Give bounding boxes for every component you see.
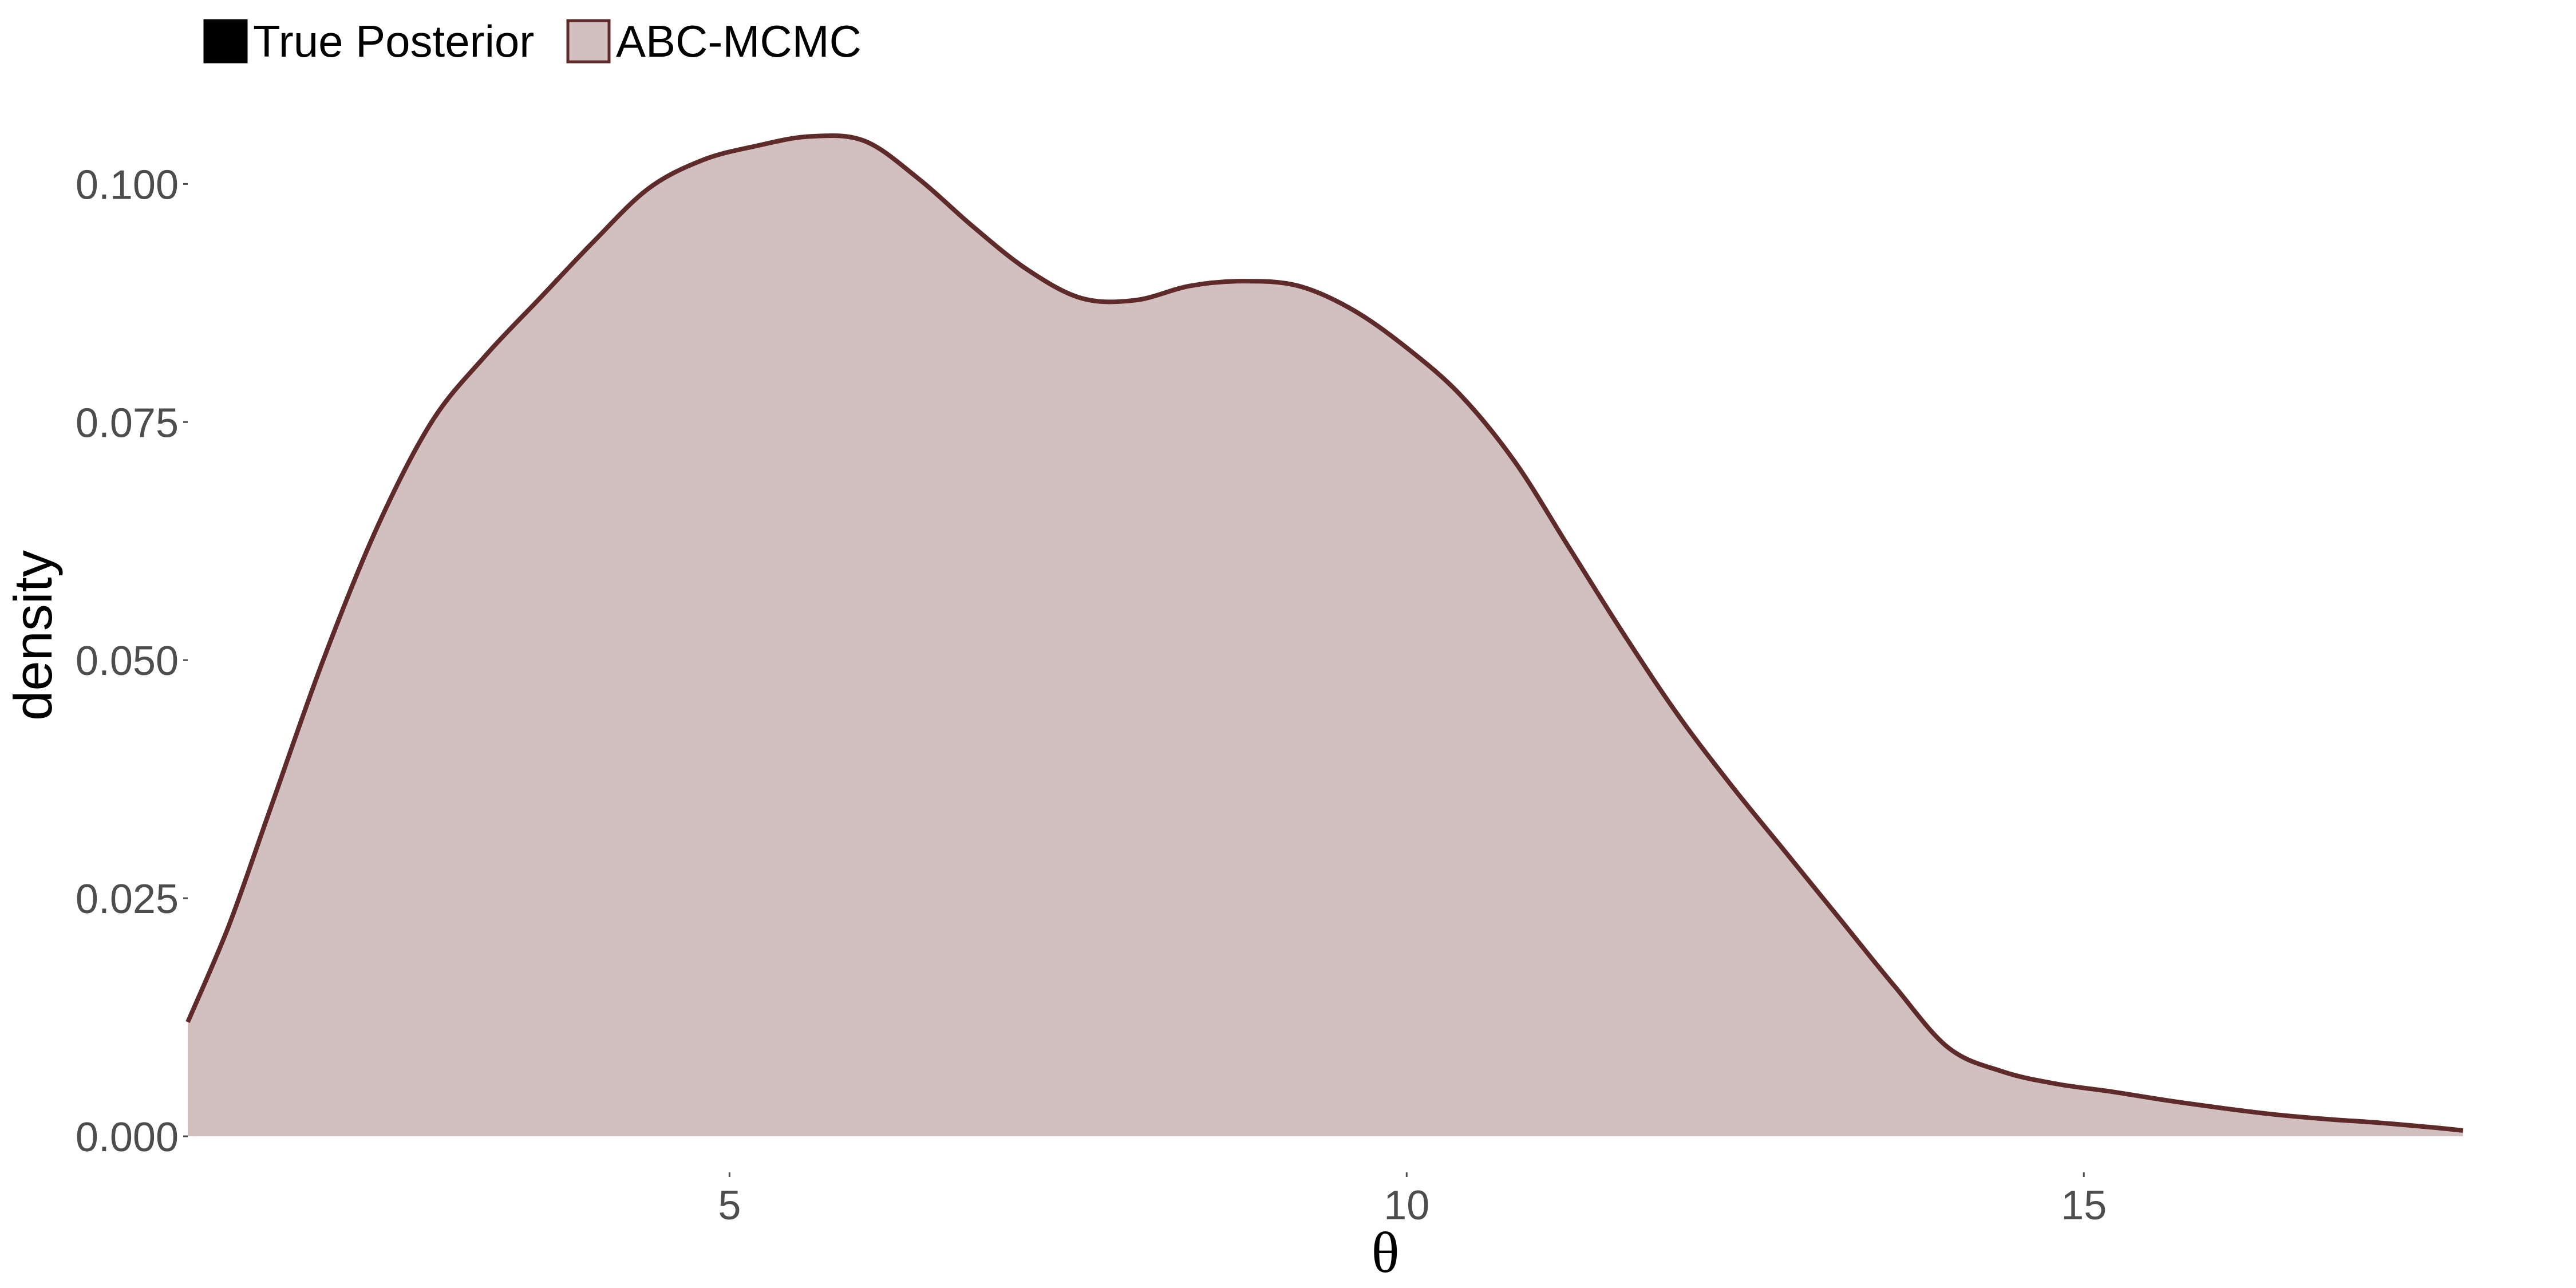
series-area-abc-mcmc [188, 135, 2463, 1137]
x-tick-label: 10 [1384, 1183, 1429, 1228]
x-tick-label: 5 [718, 1183, 741, 1228]
x-axis: 5 10 15 [718, 1172, 2107, 1228]
y-axis: 0.000 0.025 0.050 0.075 0.100 [76, 162, 188, 1160]
legend-swatch-abc-mcmc [566, 19, 611, 64]
y-tick-label: 0.075 [76, 400, 179, 446]
y-tick-label: 0.025 [76, 876, 179, 922]
y-tick-label: 0.000 [76, 1115, 179, 1160]
legend-label-abc-mcmc: ABC-MCMC [616, 16, 862, 66]
y-axis-title: density [3, 550, 63, 721]
x-tick-label: 15 [2061, 1183, 2107, 1228]
series-line-abc-mcmc [185, 133, 2464, 1133]
x-axis-title: θ [1372, 1220, 1400, 1285]
legend-swatch-true-posterior [203, 19, 248, 64]
y-tick-label: 0.050 [76, 638, 179, 684]
y-tick-label: 0.100 [76, 162, 179, 208]
legend-label-true-posterior: True Posterior [253, 16, 534, 66]
plot-area [185, 133, 2464, 1137]
legend: True Posterior ABC-MCMC [203, 16, 862, 66]
